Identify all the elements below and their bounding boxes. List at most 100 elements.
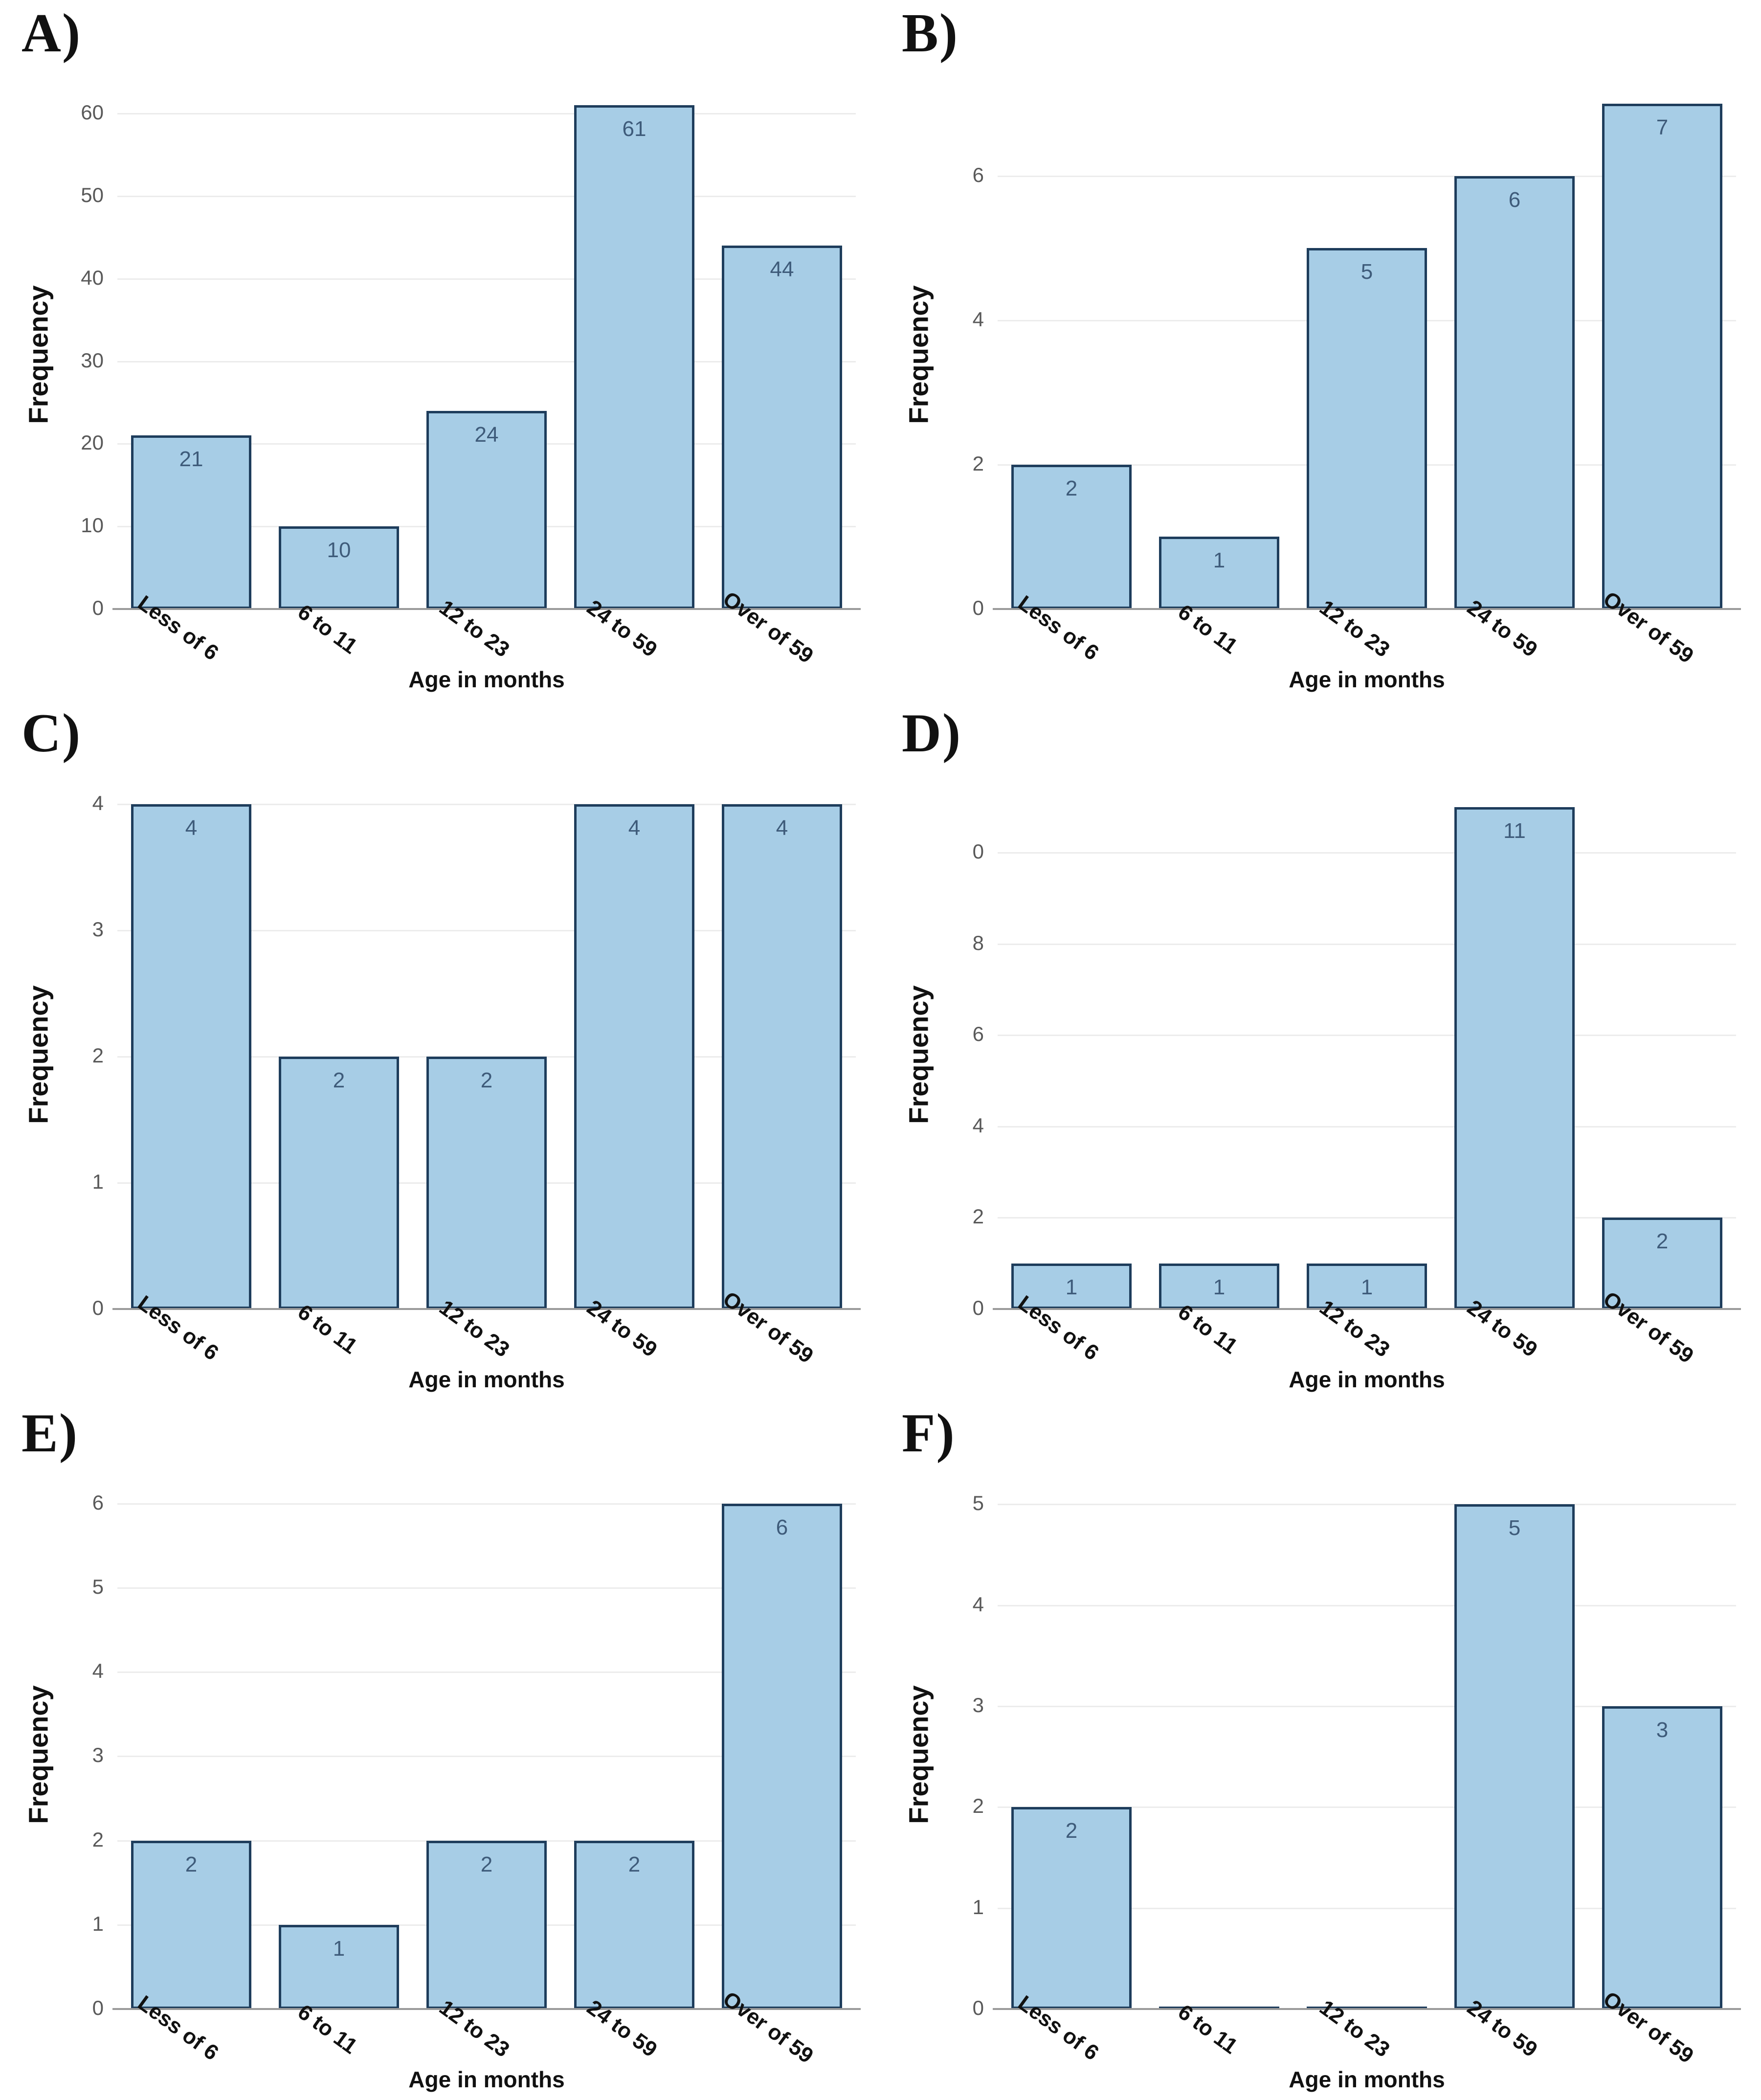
x-category-anchor: Over of 59 bbox=[1599, 587, 1761, 668]
bar-value-label: 61 bbox=[622, 117, 646, 141]
x-category-anchor: 12 to 23 bbox=[435, 595, 567, 662]
panel-letter-c: C) bbox=[22, 703, 82, 764]
chart-panel-a: A) Frequency Age in months 21 10 24 61 44 0 10 20 3… bbox=[0, 0, 880, 700]
y-tick-label: 40 bbox=[81, 266, 104, 289]
gridline bbox=[117, 1671, 856, 1673]
bar-value-label: 21 bbox=[179, 447, 203, 472]
bar bbox=[1602, 1218, 1722, 1309]
x-category-anchor: Over of 59 bbox=[718, 1287, 887, 1368]
x-axis-title: Age in months bbox=[408, 667, 565, 692]
y-tick-label: 50 bbox=[81, 183, 104, 206]
chart-panel-d: D) Frequency Age in months 1 1 1 11 2 0 2 4 6 8 0 Less… bbox=[880, 700, 1761, 1400]
bar bbox=[426, 1840, 547, 2009]
bar bbox=[1454, 176, 1575, 609]
bar-value-label: 10 bbox=[327, 538, 351, 563]
bar-value-label: 2 bbox=[480, 1852, 493, 1876]
bar bbox=[1159, 1263, 1279, 1309]
bar-value-label: 2 bbox=[1065, 476, 1078, 500]
x-category-anchor: 12 to 23 bbox=[1315, 1995, 1447, 2062]
x-axis-line bbox=[993, 2008, 1741, 2010]
bar bbox=[131, 1840, 251, 2009]
gridline bbox=[117, 361, 856, 362]
y-tick-label: 3 bbox=[972, 1693, 984, 1716]
y-tick-label: 4 bbox=[972, 1592, 984, 1616]
y-tick-label: 4 bbox=[92, 791, 104, 814]
x-category-anchor: 6 to 11 bbox=[1174, 2000, 1286, 2058]
x-category-anchor: Less of 6 bbox=[134, 1991, 285, 2065]
gridline bbox=[117, 929, 856, 931]
bar-value-label: 4 bbox=[776, 815, 788, 840]
x-category-anchor: 24 to 59 bbox=[582, 1995, 714, 2062]
bar-value-label: 24 bbox=[474, 422, 499, 447]
y-tick-label: 0 bbox=[92, 596, 104, 619]
plot-area: 1 1 1 11 2 bbox=[993, 800, 1741, 1310]
x-category-anchor: 12 to 23 bbox=[1315, 595, 1447, 662]
bar bbox=[574, 804, 694, 1309]
bar-value-label: 1 bbox=[1065, 1275, 1078, 1299]
x-axis-title: Age in months bbox=[408, 2067, 565, 2092]
bar bbox=[722, 246, 842, 609]
x-category-anchor: Over of 59 bbox=[718, 1987, 887, 2068]
bar-value-label: 1 bbox=[1213, 548, 1226, 573]
bar bbox=[574, 105, 694, 609]
gridline bbox=[117, 1756, 856, 1758]
panel-letter-f: F) bbox=[902, 1403, 956, 1464]
bar bbox=[1307, 1263, 1427, 1309]
x-category-anchor: Less of 6 bbox=[1014, 1291, 1165, 1365]
bar bbox=[426, 1056, 547, 1309]
y-tick-label: 5 bbox=[972, 1491, 984, 1515]
panel-letter-d: D) bbox=[902, 703, 962, 764]
bar-value-label: 2 bbox=[480, 1068, 493, 1092]
x-category-anchor: Over of 59 bbox=[718, 587, 887, 668]
x-category-anchor: Over of 59 bbox=[1599, 1987, 1761, 2068]
bar bbox=[722, 1503, 842, 2009]
x-category-anchor: 12 to 23 bbox=[1315, 1295, 1447, 1362]
x-category-anchor: 6 to 11 bbox=[293, 2000, 406, 2058]
y-tick-label: 0 bbox=[92, 1296, 104, 1319]
zero-bar bbox=[1159, 2007, 1279, 2009]
bar bbox=[1011, 1807, 1132, 2009]
x-category-anchor: 24 to 59 bbox=[1463, 1995, 1595, 2062]
bar-value-label: 1 bbox=[333, 1936, 345, 1961]
bar bbox=[279, 1924, 399, 2009]
bar bbox=[279, 1056, 399, 1309]
bar bbox=[131, 804, 251, 1309]
panel-letter-b: B) bbox=[902, 3, 959, 64]
y-tick-label: 0 bbox=[92, 1996, 104, 2019]
gridline bbox=[117, 1503, 856, 1505]
chart-panel-c: C) Frequency Age in months 4 2 2 4 4 0 1 2 3 4 Less o… bbox=[0, 700, 880, 1400]
plot-area: 2 5 3 bbox=[993, 1500, 1741, 2010]
plot-area: 2 1 5 6 7 bbox=[993, 100, 1741, 610]
y-axis-title: Frequency bbox=[903, 985, 934, 1124]
bar-value-label: 44 bbox=[770, 257, 794, 282]
bar bbox=[574, 1840, 694, 2009]
gridline bbox=[998, 1806, 1736, 1808]
bar-value-label: 2 bbox=[628, 1852, 641, 1876]
bar-value-label: 5 bbox=[1508, 1516, 1521, 1540]
bar bbox=[279, 526, 399, 609]
bar-value-label: 2 bbox=[185, 1852, 198, 1876]
x-category-anchor: Over of 59 bbox=[1599, 1287, 1761, 1368]
gridline bbox=[998, 1504, 1736, 1506]
bar-value-label: 3 bbox=[1656, 1717, 1669, 1742]
y-tick-label: 1 bbox=[92, 1170, 104, 1193]
bar bbox=[426, 410, 547, 609]
bar bbox=[131, 435, 251, 609]
bar-value-label: 6 bbox=[776, 1515, 788, 1539]
y-tick-label: 0 bbox=[972, 840, 984, 863]
bar-value-label: 4 bbox=[185, 815, 198, 840]
bar-value-label: 11 bbox=[1503, 818, 1526, 843]
x-axis-line bbox=[112, 608, 861, 610]
chart-panel-b: B) Frequency Age in months 2 1 5 6 7 0 2 4 6 Less of… bbox=[880, 0, 1761, 700]
x-category-anchor: 12 to 23 bbox=[435, 1295, 567, 1362]
x-category-anchor: Less of 6 bbox=[134, 591, 285, 665]
gridline bbox=[998, 852, 1736, 854]
x-axis-title: Age in months bbox=[408, 1367, 565, 1392]
y-tick-label: 8 bbox=[972, 931, 984, 954]
bar-value-label: 7 bbox=[1656, 115, 1669, 140]
x-category-anchor: Less of 6 bbox=[1014, 591, 1165, 665]
x-axis-title: Age in months bbox=[1289, 667, 1445, 692]
x-category-anchor: 6 to 11 bbox=[293, 1300, 406, 1358]
plot-area: 21 10 24 61 44 bbox=[112, 100, 861, 610]
x-axis-title: Age in months bbox=[1289, 1367, 1445, 1392]
